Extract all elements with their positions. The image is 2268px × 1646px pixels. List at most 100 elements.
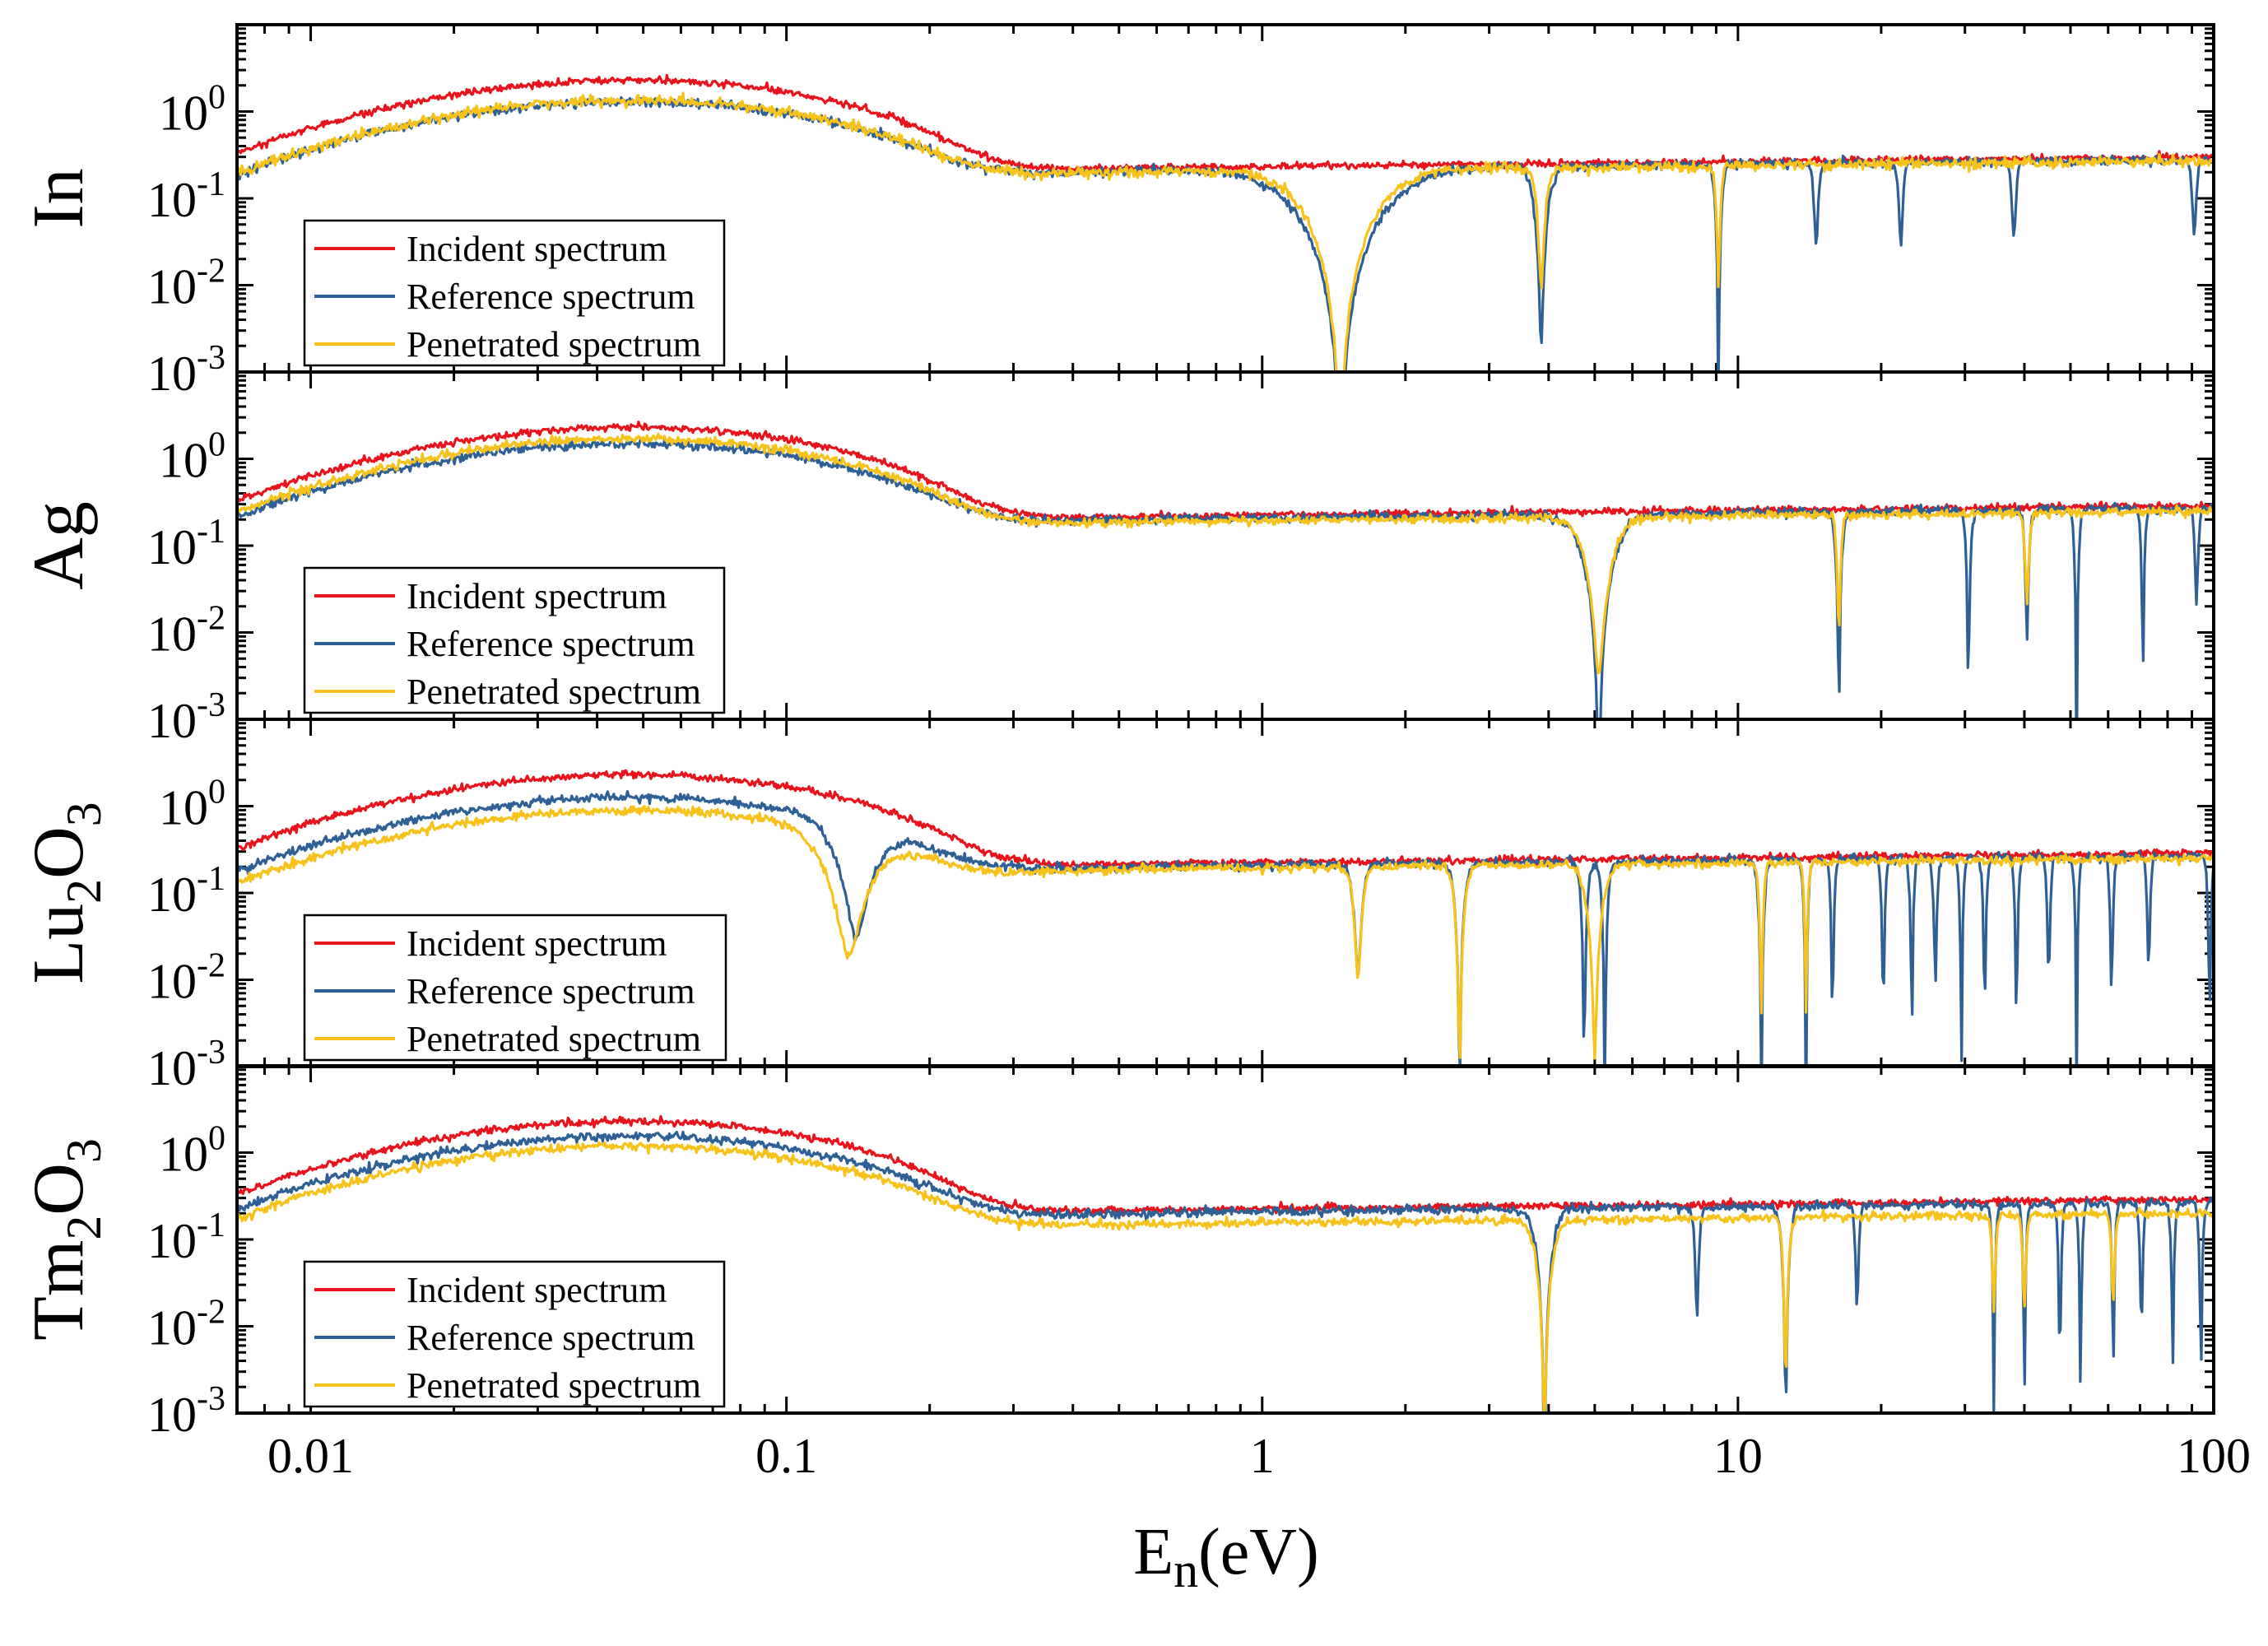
y-tick-base: 10 [147, 1041, 197, 1095]
legend-label-reference-spectrum: Reference spectrum [407, 1318, 695, 1358]
y-tick-exponent: -3 [197, 686, 225, 724]
y-tick-label: 10-3 [147, 686, 225, 748]
y-tick-label: 10-1 [147, 165, 225, 227]
x-axis-label: En(eV) [1133, 1516, 1318, 1597]
series-reference-spectrum-line [237, 1130, 2214, 1413]
y-tick-base: 10 [159, 86, 208, 141]
y-tick-label: 100 [159, 774, 225, 835]
legend: Incident spectrum Reference spectrum Penet… [303, 219, 726, 367]
legend-label-penetrated-spectrum: Penetrated spectrum [407, 324, 701, 365]
y-tick-label: 10-3 [147, 339, 225, 401]
legend-label-incident-spectrum: Incident spectrum [407, 576, 667, 616]
y-tick-base: 10 [147, 260, 197, 314]
legend-label-penetrated-spectrum: Penetrated spectrum [407, 672, 701, 712]
x-tick-label: 0.01 [267, 1429, 354, 1483]
y-tick-label: 10-3 [147, 1034, 225, 1095]
series-incident-spectrum-line [237, 1114, 2214, 1217]
y-axis-label: Lu2O3 [19, 802, 111, 983]
x-tick-label: 0.1 [755, 1429, 817, 1483]
panel-frame [235, 1064, 2215, 1415]
y-tick-exponent: -3 [197, 1034, 225, 1072]
y-label-element: Lu [19, 904, 99, 984]
y-tick-label: 100 [159, 426, 225, 488]
y-tick-label: 10-3 [147, 1380, 225, 1442]
legend: Incident spectrum Reference spectrum Penet… [303, 566, 726, 714]
series-penetrated-spectrum-line [237, 432, 2214, 675]
legend-box [303, 914, 727, 1062]
y-axis-label: Ag [19, 501, 99, 590]
y-tick-exponent: -2 [197, 947, 225, 985]
y-tick-label: 10-2 [147, 1294, 225, 1355]
y-tick-exponent: 0 [208, 1120, 225, 1158]
legend: Incident spectrum Reference spectrum Penet… [303, 1260, 726, 1408]
y-tick-base: 10 [159, 781, 208, 835]
y-label-element: O [19, 1163, 99, 1216]
y-tick-exponent: 0 [208, 774, 225, 811]
y-tick-base: 10 [147, 346, 197, 401]
series-incident-spectrum-line [237, 73, 2214, 174]
y-tick-base: 10 [147, 955, 197, 1009]
y-tick-base: 10 [147, 1301, 197, 1355]
legend-box [303, 1260, 726, 1408]
y-tick-exponent: -1 [197, 165, 225, 203]
legend-label-reference-spectrum: Reference spectrum [407, 971, 695, 1011]
y-label-subscript: 2 [57, 879, 111, 904]
legend-box [303, 566, 726, 714]
x-tick-label: 100 [2177, 1429, 2251, 1483]
legend-label-reference-spectrum: Reference spectrum [407, 277, 695, 317]
series-penetrated-spectrum-line [237, 91, 2214, 372]
y-tick-exponent: 0 [208, 79, 225, 117]
y-tick-exponent: -2 [197, 1294, 225, 1332]
y-tick-exponent: -1 [197, 1207, 225, 1244]
y-tick-base: 10 [147, 1214, 197, 1268]
legend-label-penetrated-spectrum: Penetrated spectrum [407, 1365, 701, 1406]
legend-label-incident-spectrum: Incident spectrum [407, 229, 667, 269]
y-tick-label: 100 [159, 1120, 225, 1182]
legend-label-incident-spectrum: Incident spectrum [407, 1270, 667, 1310]
x-tick-label: 10 [1713, 1429, 1763, 1483]
y-tick-exponent: -1 [197, 513, 225, 551]
y-tick-exponent: -3 [197, 339, 225, 377]
y-tick-label: 10-1 [147, 1207, 225, 1268]
series-incident-spectrum-line [237, 769, 2214, 871]
y-tick-exponent: -1 [197, 860, 225, 898]
y-tick-base: 10 [147, 867, 197, 922]
legend-label-incident-spectrum: Incident spectrum [407, 923, 667, 964]
y-tick-base: 10 [147, 694, 197, 748]
y-tick-label: 10-2 [147, 253, 225, 314]
y-tick-label: 10-1 [147, 860, 225, 922]
x-tick-label: 1 [1250, 1429, 1275, 1483]
y-axis-label: Tm2O3 [19, 1138, 111, 1341]
y-tick-base: 10 [159, 434, 208, 488]
y-tick-base: 10 [147, 173, 197, 227]
legend-box [303, 219, 726, 367]
legend-label-penetrated-spectrum: Penetrated spectrum [407, 1019, 701, 1059]
legend: Incident spectrum Reference spectrum Penet… [303, 914, 727, 1062]
y-tick-base: 10 [147, 1388, 197, 1442]
y-tick-exponent: -2 [197, 253, 225, 291]
y-label-element: In [19, 168, 99, 228]
y-tick-base: 10 [159, 1128, 208, 1182]
y-tick-exponent: 0 [208, 426, 225, 464]
series-penetrated-spectrum-line [237, 1141, 2214, 1413]
y-label-element: O [19, 826, 99, 879]
y-tick-exponent: -2 [197, 600, 225, 638]
y-tick-label: 10-2 [147, 947, 225, 1009]
series-penetrated-spectrum-line [237, 805, 2214, 1060]
y-tick-label: 10-1 [147, 513, 225, 574]
y-label-subscript: 3 [57, 802, 111, 826]
y-axis-label: In [19, 168, 99, 228]
y-tick-exponent: -3 [197, 1380, 225, 1418]
series-reference-spectrum-line [237, 437, 2214, 719]
y-tick-label: 100 [159, 79, 225, 141]
y-label-subscript: 2 [57, 1216, 111, 1240]
y-tick-label: 10-2 [147, 600, 225, 662]
y-tick-base: 10 [147, 520, 197, 574]
y-label-element: Tm [19, 1240, 99, 1341]
legend-label-reference-spectrum: Reference spectrum [407, 624, 695, 664]
